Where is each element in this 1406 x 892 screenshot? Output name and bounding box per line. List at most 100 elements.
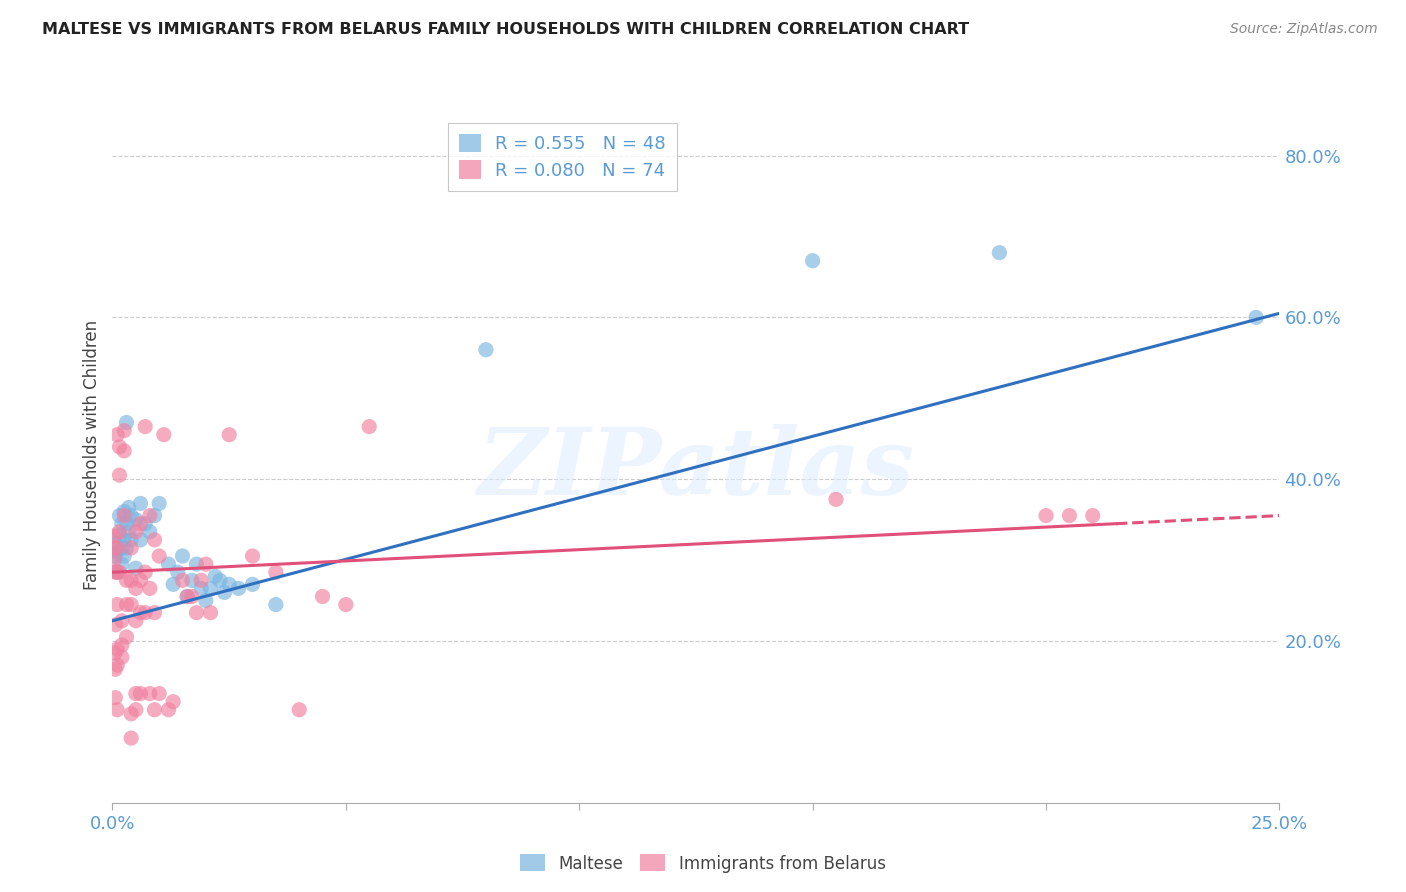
Point (157, 703, 180, 717)
Point (166, 566, 188, 580)
Point (105, 703, 128, 717)
Point (115, 416, 138, 430)
Point (288, 703, 311, 717)
Point (143, 606, 166, 620)
Point (120, 533, 142, 547)
Point (112, 549, 135, 563)
Point (204, 569, 226, 583)
Point (157, 557, 180, 571)
Point (139, 524, 162, 539)
Point (242, 577, 264, 591)
Point (111, 650, 134, 665)
Point (180, 590, 202, 604)
Point (120, 508, 142, 523)
Point (105, 642, 128, 657)
Point (129, 606, 152, 620)
Text: MALTESE VS IMMIGRANTS FROM BELARUS FAMILY HOUSEHOLDS WITH CHILDREN CORRELATION C: MALTESE VS IMMIGRANTS FROM BELARUS FAMIL… (42, 22, 969, 37)
Point (104, 617, 127, 632)
Point (1059, 508, 1081, 523)
Point (134, 566, 156, 580)
Point (208, 574, 231, 588)
Point (104, 549, 127, 563)
Point (104, 690, 127, 705)
Point (112, 424, 135, 438)
Point (129, 574, 152, 588)
Point (125, 513, 148, 527)
Point (111, 557, 134, 571)
Point (134, 606, 156, 620)
Point (190, 582, 212, 596)
Point (180, 574, 202, 588)
Point (120, 541, 142, 555)
Point (118, 500, 141, 515)
Point (120, 574, 142, 588)
Point (218, 577, 240, 591)
Legend: Maltese, Immigrants from Belarus: Maltese, Immigrants from Belarus (513, 847, 893, 880)
Point (120, 706, 142, 721)
Point (228, 582, 250, 596)
Point (172, 574, 194, 588)
Point (105, 545, 128, 559)
Point (186, 606, 208, 620)
Point (162, 577, 184, 591)
Point (125, 687, 148, 701)
Point (475, 343, 498, 357)
Point (134, 419, 156, 434)
Point (115, 516, 138, 531)
Point (108, 524, 131, 539)
Point (190, 574, 212, 588)
Point (115, 574, 138, 588)
Point (115, 598, 138, 612)
Point (108, 468, 131, 483)
Point (120, 598, 142, 612)
Point (214, 585, 236, 599)
Y-axis label: Family Households with Children: Family Households with Children (83, 320, 101, 590)
Point (186, 557, 208, 571)
Point (125, 614, 148, 628)
Legend: R = 0.555   N = 48, R = 0.080   N = 74: R = 0.555 N = 48, R = 0.080 N = 74 (449, 123, 676, 191)
Point (104, 646, 127, 660)
Point (176, 590, 198, 604)
Point (112, 504, 135, 518)
Point (112, 508, 135, 523)
Point (1244, 310, 1267, 325)
Point (139, 687, 162, 701)
Point (125, 561, 148, 575)
Point (105, 658, 128, 673)
Point (105, 541, 128, 555)
Point (311, 590, 333, 604)
Point (118, 524, 141, 539)
Point (335, 598, 357, 612)
Point (143, 508, 166, 523)
Point (129, 516, 152, 531)
Point (988, 245, 1011, 260)
Point (125, 582, 148, 596)
Point (172, 549, 194, 563)
Point (129, 533, 152, 547)
Point (125, 524, 148, 539)
Point (125, 703, 148, 717)
Point (108, 529, 131, 543)
Point (105, 598, 128, 612)
Point (143, 703, 166, 717)
Point (825, 492, 848, 507)
Text: ZIPatlas: ZIPatlas (478, 424, 914, 514)
Point (105, 537, 128, 551)
Point (112, 533, 135, 547)
Text: Source: ZipAtlas.com: Source: ZipAtlas.com (1230, 22, 1378, 37)
Point (111, 516, 134, 531)
Point (1035, 508, 1057, 523)
Point (105, 566, 128, 580)
Point (153, 427, 176, 442)
Point (120, 731, 142, 745)
Point (162, 695, 184, 709)
Point (105, 427, 128, 442)
Point (111, 638, 134, 652)
Point (104, 566, 127, 580)
Point (176, 590, 198, 604)
Point (129, 687, 152, 701)
Point (103, 553, 125, 567)
Point (1081, 508, 1104, 523)
Point (139, 508, 162, 523)
Point (242, 549, 264, 563)
